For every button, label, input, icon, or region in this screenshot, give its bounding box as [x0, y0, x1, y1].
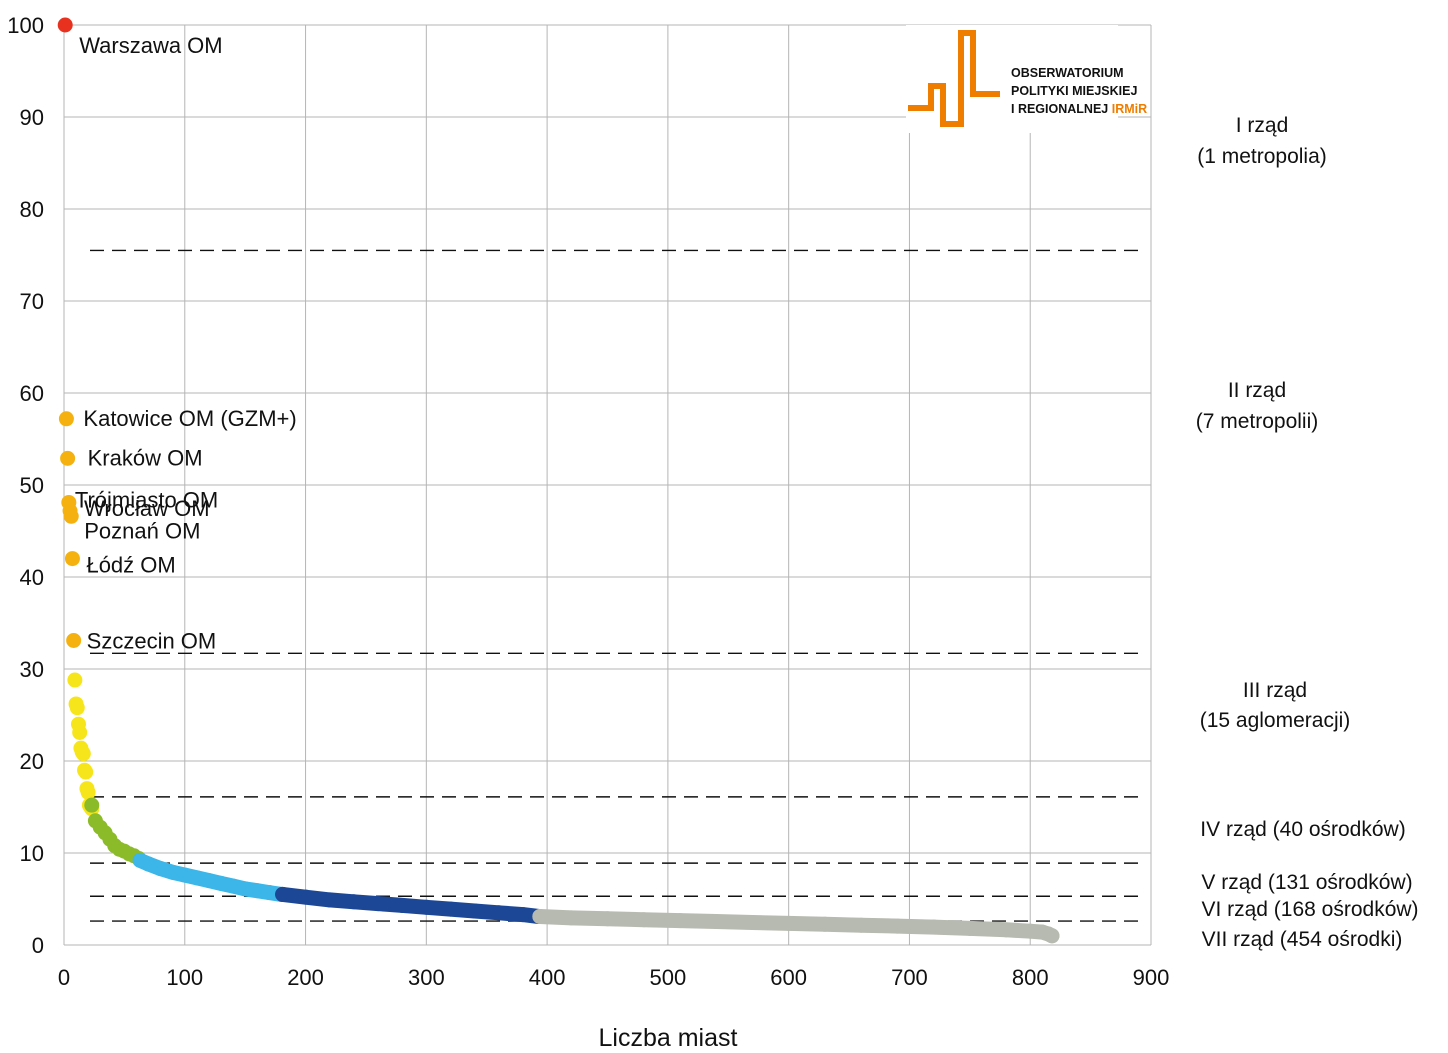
rank-label-4-line-0: V rząd (131 ośrodków)	[1201, 871, 1412, 894]
y-tick-label-1: 10	[20, 841, 44, 866]
x-tick-label-8: 800	[1012, 965, 1049, 990]
y-tick-label-2: 20	[20, 749, 44, 774]
labeled-points: Warszawa OM Katowice OM (GZM+) Kraków OM Tr…	[57, 17, 297, 653]
rank-label-0-line-0: I rząd	[1236, 114, 1289, 137]
rank-label-3-line-0: IV rząd (40 ośrodków)	[1200, 818, 1405, 841]
logo-line-1: OBSERWATORIUM	[1011, 66, 1124, 80]
x-axis-label: Liczba miast	[599, 1024, 738, 1052]
rank-label-6-line-0: VII rząd (454 ośrodki)	[1202, 928, 1403, 951]
series-0-point-9	[78, 764, 94, 780]
point-1	[58, 411, 74, 427]
y-axis-ticks: 0 10 20 30 40 50 60 70 80 90 100	[7, 13, 44, 958]
point-2	[60, 450, 76, 466]
series-2-band	[132, 852, 289, 902]
point-label-6: Łódź OM	[86, 553, 175, 578]
rank-label-2-line-0: III rząd	[1243, 679, 1307, 702]
point-label-3: Trójmiasto OM	[75, 487, 218, 512]
y-tick-label-4: 40	[20, 565, 44, 590]
point-label-5: Poznań OM	[84, 518, 200, 543]
x-tick-label-9: 900	[1133, 965, 1170, 990]
series-1-point-0	[84, 797, 100, 813]
x-tick-label-0: 0	[58, 965, 70, 990]
logo-accent: IRMiR	[1112, 102, 1147, 116]
y-tick-label-9: 90	[20, 105, 44, 130]
logo-mark-icon	[908, 30, 1000, 127]
point-7	[66, 632, 82, 648]
series-0-point-4	[72, 724, 88, 740]
series-0-point-11	[80, 784, 96, 800]
series-0-point-2	[69, 700, 85, 716]
point-label-7: Szczecin OM	[87, 628, 217, 653]
rank-labels: I rząd (1 metropolia) II rząd (7 metropolii…	[1196, 114, 1419, 951]
x-tick-label-2: 200	[287, 965, 324, 990]
irmir-logo: OBSERWATORIUM POLITYKI MIEJSKIEJ I REGIO…	[906, 25, 1147, 133]
grid-lines	[63, 24, 1152, 946]
data-series	[67, 672, 1060, 944]
x-tick-label-6: 600	[770, 965, 807, 990]
point-label-0: Warszawa OM	[79, 33, 222, 58]
y-tick-label-0: 0	[32, 933, 44, 958]
point-label-1: Katowice OM (GZM+)	[83, 406, 296, 431]
point-5	[63, 508, 79, 524]
x-tick-label-5: 500	[650, 965, 687, 990]
y-tick-label-6: 60	[20, 381, 44, 406]
series-0-point-0	[67, 672, 83, 688]
point-label-2: Kraków OM	[88, 445, 203, 470]
rank-label-2-line-1: (15 aglomeracji)	[1200, 709, 1351, 732]
x-tick-label-7: 700	[891, 965, 928, 990]
rank-label-1-line-1: (7 metropolii)	[1196, 410, 1319, 433]
series-3-band	[275, 886, 547, 924]
y-tick-label-7: 70	[20, 289, 44, 314]
rank-label-5-line-0: VI rząd (168 ośrodków)	[1201, 898, 1418, 921]
y-tick-label-3: 30	[20, 657, 44, 682]
y-tick-label-8: 80	[20, 197, 44, 222]
logo-line-2: POLITYKI MIEJSKIEJ	[1011, 84, 1137, 98]
series-4-band	[532, 909, 1060, 944]
logo-line-3: I REGIONALNEJ IRMiR	[1011, 102, 1147, 116]
y-tick-label-5: 50	[20, 473, 44, 498]
x-tick-label-3: 300	[408, 965, 445, 990]
series-0-point-7	[75, 746, 91, 762]
y-tick-label-10: 100	[7, 13, 44, 38]
point-label-4: Wrocław OM	[84, 496, 209, 521]
threshold-lines	[90, 249, 1146, 922]
point-0	[57, 17, 73, 33]
x-tick-label-1: 100	[166, 965, 203, 990]
x-tick-label-4: 400	[529, 965, 566, 990]
rank-label-0-line-1: (1 metropolia)	[1197, 145, 1327, 168]
x-axis-ticks: 0 100 200 300 400 500 600 700 800 900	[58, 965, 1169, 990]
rank-label-1-line-0: II rząd	[1228, 379, 1286, 402]
point-6	[64, 551, 80, 567]
